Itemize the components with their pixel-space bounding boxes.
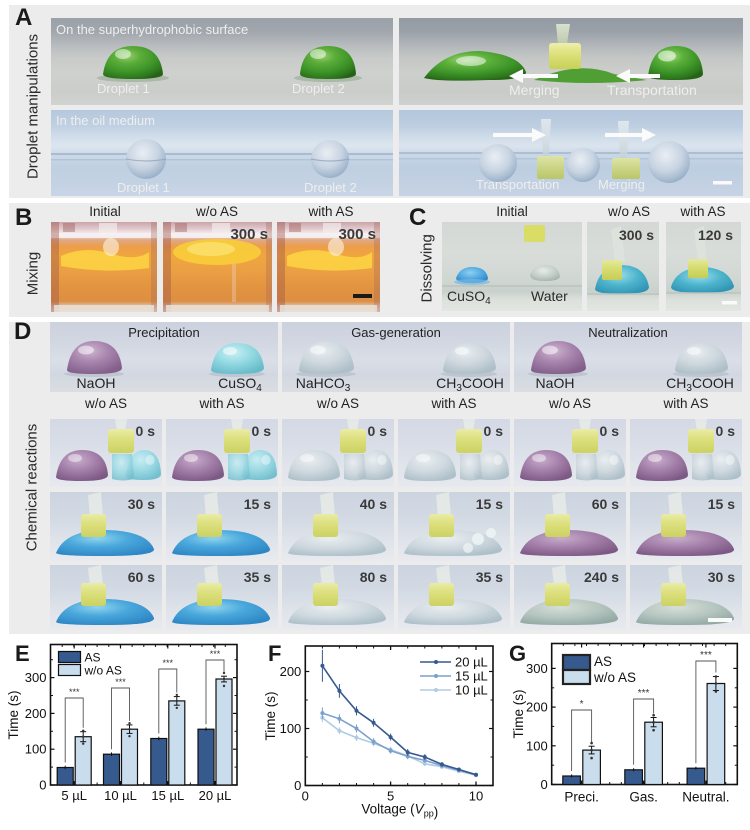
svg-text:100: 100 [25, 742, 47, 757]
svg-text:10 µL: 10 µL [455, 683, 488, 698]
svg-text:CuSO4: CuSO4 [218, 375, 262, 392]
svg-text:0: 0 [302, 789, 309, 804]
svg-text:200: 200 [25, 706, 47, 721]
svg-text:200: 200 [526, 700, 548, 715]
svg-text:10 µL: 10 µL [104, 788, 137, 803]
svg-text:NaOH: NaOH [77, 375, 116, 391]
svg-text:AS: AS [594, 654, 612, 669]
svg-text:*: * [580, 699, 584, 710]
svg-text:NaHCO3: NaHCO3 [296, 375, 351, 392]
svg-text:***: *** [700, 650, 712, 661]
svg-text:15 µL: 15 µL [455, 669, 488, 684]
svg-text:0: 0 [540, 777, 547, 792]
svg-text:CH3COOH: CH3COOH [436, 375, 504, 392]
svg-text:10: 10 [469, 789, 483, 804]
svg-text:Time (s): Time (s) [511, 690, 526, 739]
svg-text:0: 0 [39, 778, 46, 793]
svg-text:20 µL: 20 µL [455, 655, 488, 670]
svg-text:***: *** [163, 658, 174, 668]
svg-text:AS: AS [85, 651, 101, 665]
svg-text:***: *** [638, 688, 650, 699]
svg-text:Gas-generation: Gas-generation [351, 325, 441, 340]
svg-text:Neutralization: Neutralization [588, 325, 668, 340]
svg-text:300: 300 [25, 670, 47, 685]
svg-text:Precipitation: Precipitation [128, 325, 200, 340]
svg-text:w/o AS: w/o AS [84, 664, 122, 678]
svg-text:Time (s): Time (s) [263, 692, 278, 741]
svg-text:w/o AS: w/o AS [593, 670, 636, 685]
svg-text:Voltage (Vpp): Voltage (Vpp) [361, 802, 438, 820]
svg-text:***: *** [210, 649, 221, 659]
svg-text:0: 0 [294, 778, 301, 793]
svg-text:5: 5 [387, 789, 394, 804]
svg-text:Gas.: Gas. [629, 790, 658, 805]
svg-text:CH3COOH: CH3COOH [666, 375, 734, 392]
svg-text:15 µL: 15 µL [151, 788, 184, 803]
svg-text:20 µL: 20 µL [199, 788, 232, 803]
svg-text:Preci.: Preci. [564, 790, 599, 805]
svg-text:200: 200 [280, 664, 302, 679]
svg-text:100: 100 [526, 738, 548, 753]
svg-text:300: 300 [526, 661, 548, 676]
svg-text:100: 100 [280, 721, 302, 736]
svg-text:5 µL: 5 µL [61, 788, 87, 803]
svg-text:Neutral.: Neutral. [682, 790, 729, 805]
svg-text:***: *** [115, 677, 126, 687]
svg-text:NaOH: NaOH [536, 375, 575, 391]
svg-text:Time (s): Time (s) [6, 691, 21, 740]
svg-text:***: *** [69, 687, 80, 697]
